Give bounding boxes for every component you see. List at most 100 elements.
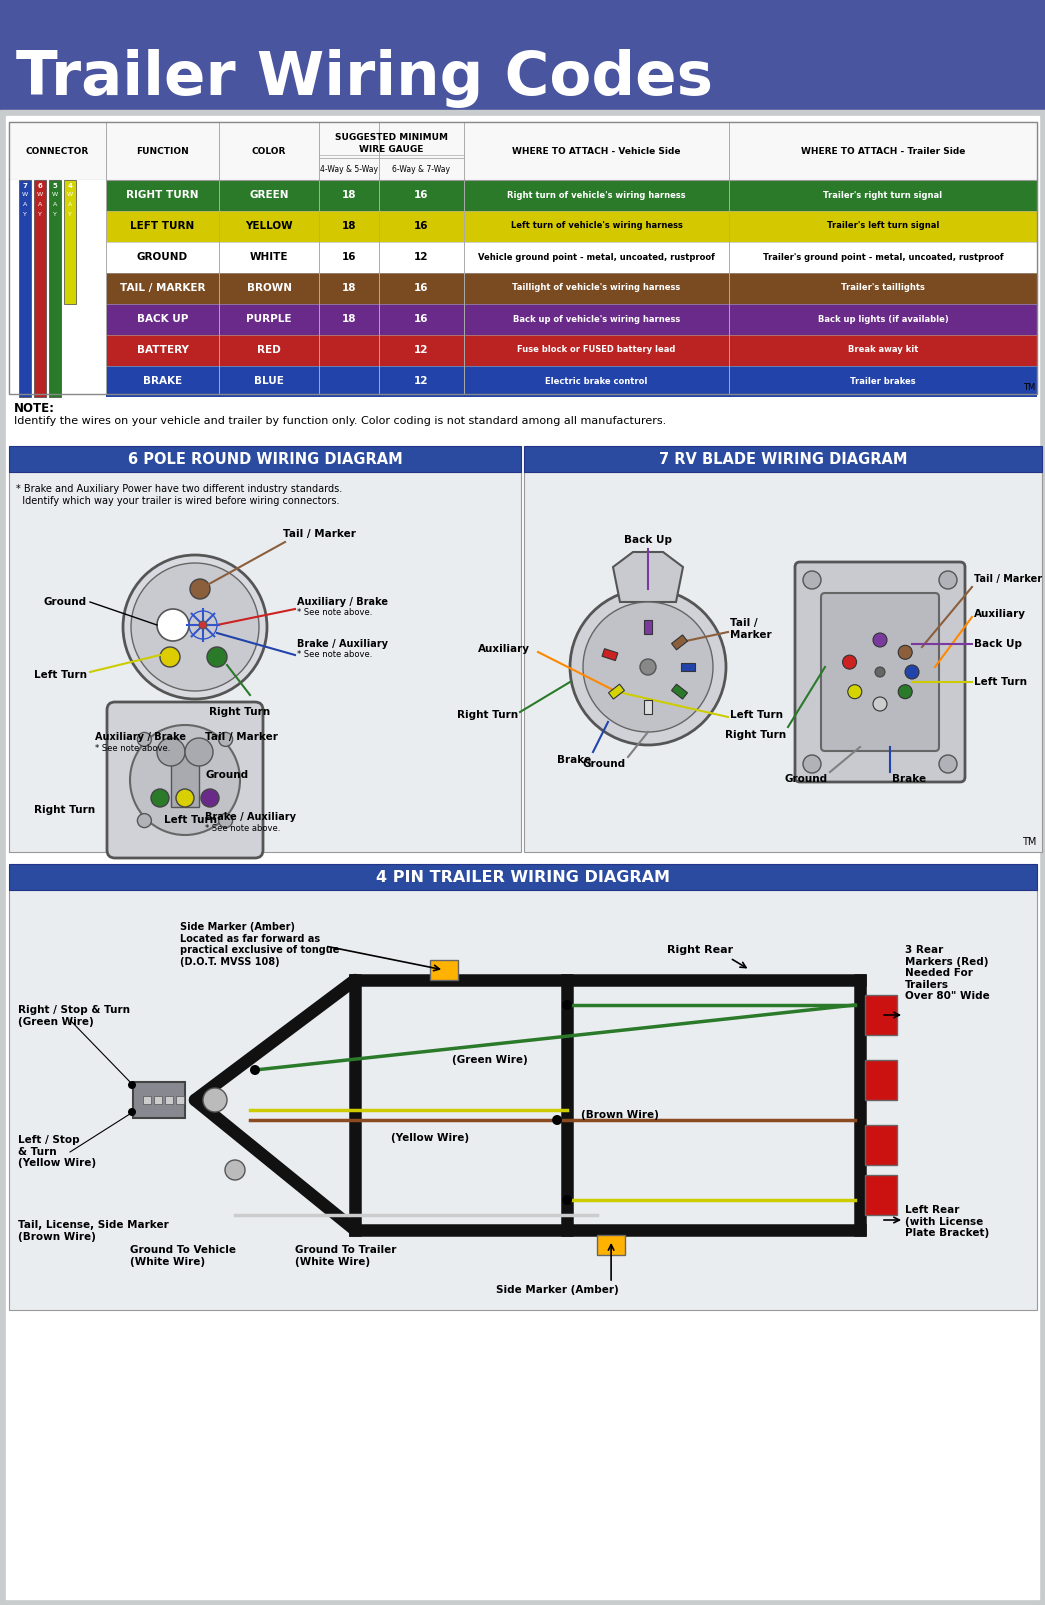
Bar: [524, 472, 1042, 852]
Text: Vehicle ground point - metal, uncoated, rustproof: Vehicle ground point - metal, uncoated, …: [478, 252, 715, 262]
Text: Taillight of vehicle's wiring harness: Taillight of vehicle's wiring harness: [512, 284, 680, 292]
Bar: [9, 446, 521, 472]
Text: Left Turn: Left Turn: [974, 677, 1027, 687]
Bar: [19, 180, 31, 396]
Bar: [9, 891, 1037, 1310]
Text: Right Turn: Right Turn: [457, 709, 518, 721]
Bar: [34, 180, 46, 396]
Bar: [865, 1059, 897, 1099]
Circle shape: [157, 608, 189, 640]
Bar: [106, 366, 1037, 396]
Bar: [429, 960, 458, 981]
Text: Tail / Marker: Tail / Marker: [974, 575, 1042, 584]
Polygon shape: [681, 663, 695, 671]
Text: Right Turn: Right Turn: [209, 706, 271, 717]
Text: W: W: [37, 193, 43, 197]
Text: Brake / Auxiliary: Brake / Auxiliary: [297, 639, 388, 648]
Polygon shape: [672, 684, 688, 700]
Text: 16: 16: [414, 282, 428, 294]
Polygon shape: [608, 684, 625, 700]
Bar: [106, 210, 1037, 242]
Text: Auxiliary / Brake: Auxiliary / Brake: [95, 732, 186, 742]
Text: Left / Stop
& Turn
(Yellow Wire): Left / Stop & Turn (Yellow Wire): [18, 1135, 96, 1168]
Text: RED: RED: [257, 345, 281, 355]
Circle shape: [939, 571, 957, 589]
Circle shape: [899, 645, 912, 660]
Text: Auxiliary: Auxiliary: [478, 644, 530, 653]
Text: W: W: [52, 193, 59, 197]
Bar: [171, 753, 199, 807]
Text: (Brown Wire): (Brown Wire): [581, 1111, 659, 1120]
Text: CONNECTOR: CONNECTOR: [26, 148, 89, 157]
Bar: [133, 1082, 185, 1119]
Bar: [154, 1096, 162, 1104]
Text: BATTERY: BATTERY: [137, 345, 188, 355]
Circle shape: [157, 738, 185, 766]
Text: GROUND: GROUND: [137, 252, 188, 262]
Circle shape: [199, 621, 207, 629]
Text: Left Turn: Left Turn: [730, 709, 783, 721]
Circle shape: [899, 685, 912, 698]
Text: Side Marker (Amber)
Located as far forward as
practical exclusive of tongue
(D.O: Side Marker (Amber) Located as far forwa…: [180, 921, 340, 966]
Polygon shape: [672, 636, 688, 650]
Text: Y: Y: [38, 212, 42, 218]
Text: Fuse block or FUSED battery lead: Fuse block or FUSED battery lead: [517, 345, 676, 355]
Text: 16: 16: [414, 315, 428, 324]
Text: * Brake and Auxiliary Power have two different industry standards.: * Brake and Auxiliary Power have two dif…: [16, 485, 343, 494]
Text: Ground: Ground: [583, 759, 626, 769]
Bar: [106, 273, 1037, 303]
Text: Brake: Brake: [892, 774, 926, 783]
Circle shape: [905, 664, 919, 679]
FancyBboxPatch shape: [107, 701, 263, 859]
Text: Left Turn: Left Turn: [163, 815, 216, 825]
Text: TM: TM: [1023, 384, 1035, 392]
Text: W: W: [67, 193, 73, 197]
Bar: [106, 242, 1037, 273]
Text: Identify the wires on your vehicle and trailer by function only. Color coding is: Identify the wires on your vehicle and t…: [14, 416, 667, 425]
Text: WIRE GAUGE: WIRE GAUGE: [359, 146, 423, 154]
Circle shape: [847, 685, 862, 698]
Circle shape: [803, 754, 821, 774]
Text: 4: 4: [68, 183, 72, 189]
FancyBboxPatch shape: [821, 592, 939, 751]
Text: Trailer's ground point - metal, uncoated, rustproof: Trailer's ground point - metal, uncoated…: [763, 252, 1003, 262]
Text: Brake: Brake: [557, 754, 591, 766]
Text: Identify which way your trailer is wired before wiring connectors.: Identify which way your trailer is wired…: [16, 496, 340, 506]
Text: Y: Y: [68, 212, 72, 218]
Bar: [0, 0, 1045, 111]
Text: Trailer's right turn signal: Trailer's right turn signal: [823, 191, 943, 199]
Bar: [865, 1125, 897, 1165]
Text: Right Turn: Right Turn: [725, 730, 786, 740]
Text: Auxiliary / Brake: Auxiliary / Brake: [297, 597, 388, 607]
Text: Side Marker (Amber): Side Marker (Amber): [495, 1286, 619, 1295]
Text: Y: Y: [53, 212, 56, 218]
Text: LEFT TURN: LEFT TURN: [131, 221, 194, 231]
Text: Trailer brakes: Trailer brakes: [851, 377, 915, 385]
Bar: [9, 472, 521, 852]
Circle shape: [570, 589, 726, 745]
Text: 6: 6: [38, 183, 43, 189]
Bar: [176, 1096, 184, 1104]
Text: * See note above.: * See note above.: [297, 650, 372, 660]
Circle shape: [562, 1196, 572, 1205]
Circle shape: [150, 790, 169, 807]
Bar: [106, 180, 1037, 210]
Text: Trailer Wiring Codes: Trailer Wiring Codes: [16, 48, 713, 108]
Text: Back Up: Back Up: [624, 534, 672, 546]
Circle shape: [873, 632, 887, 647]
Circle shape: [218, 814, 233, 828]
Text: Trailer's left turn signal: Trailer's left turn signal: [827, 221, 939, 231]
Text: * See note above.: * See note above.: [205, 823, 280, 833]
Circle shape: [250, 1066, 260, 1075]
Text: Right Rear: Right Rear: [667, 945, 733, 955]
Text: FUNCTION: FUNCTION: [136, 148, 189, 157]
Text: 3 Rear
Markers (Red)
Needed For
Trailers
Over 80" Wide: 3 Rear Markers (Red) Needed For Trailers…: [905, 945, 990, 1002]
Text: Left Turn: Left Turn: [34, 669, 87, 681]
Circle shape: [207, 647, 227, 668]
Text: BACK UP: BACK UP: [137, 315, 188, 324]
Circle shape: [137, 732, 152, 746]
Bar: [9, 180, 106, 396]
Bar: [9, 122, 1037, 180]
Text: GREEN: GREEN: [250, 189, 288, 201]
Bar: [9, 122, 1037, 393]
